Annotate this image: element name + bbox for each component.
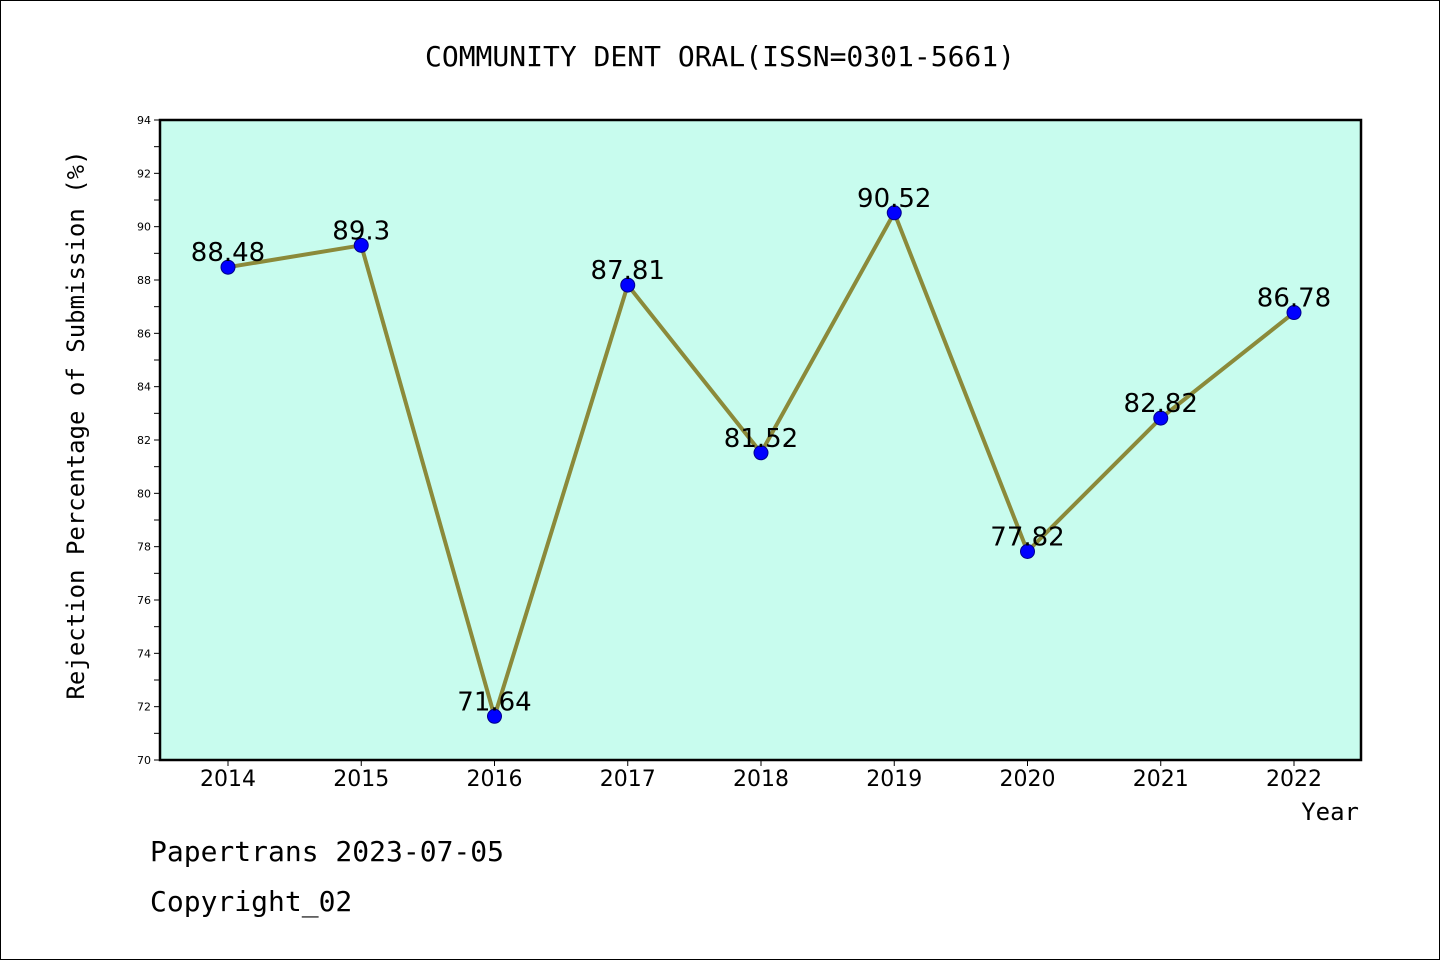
y-tick-label: 78 [137,541,151,554]
x-tick-label: 2019 [866,767,922,792]
data-label-2019: 90.52 [857,184,931,214]
data-labels: 88.48 89.3 71.64 87.81 81.52 90.52 77.82 82.82 8… [191,184,1331,717]
y-tick-label: 86 [137,327,151,340]
data-point-2021 [1153,410,1169,426]
data-label-2015: 89.3 [332,216,390,246]
data-point-2015 [353,237,369,253]
y-tick-label: 92 [137,167,151,180]
data-label-2022: 86.78 [1257,284,1331,314]
x-tick-label: 2022 [1266,767,1322,792]
x-axis: 2014 2015 2016 2017 2018 2019 2020 2021 2022 [200,760,1322,792]
y-tick-label: 70 [137,754,151,767]
data-point-2014 [220,259,236,275]
series-line [220,205,1302,724]
data-point-2016 [487,708,502,724]
y-tick-label: 94 [137,114,151,127]
x-axis-label: Year [1301,798,1359,826]
data-label-2016: 71.64 [457,687,531,717]
x-tick-label: 2021 [1133,767,1189,792]
data-point-2022 [1286,305,1302,321]
y-tick-label: 90 [137,221,151,234]
footer-copyright: Copyright_02 [150,885,353,918]
data-point-2020 [1020,543,1035,559]
data-point-2018 [753,445,769,461]
x-tick-label: 2015 [333,767,389,792]
footer-papertrans: Papertrans 2023-07-05 [150,835,505,868]
y-tick-label: 74 [137,647,151,660]
y-tick-label: 88 [137,274,151,287]
data-label-2021: 82.82 [1124,389,1198,419]
x-tick-label: 2020 [1000,767,1056,792]
data-label-2020: 77.82 [990,522,1064,552]
x-tick-label: 2017 [600,767,656,792]
data-label-2014: 88.48 [191,238,265,268]
chart-title: COMMUNITY DENT ORAL(ISSN=0301-5661) [425,40,1015,73]
data-label-2017: 87.81 [591,256,665,286]
y-tick-label: 82 [137,434,151,447]
data-label-2018: 81.52 [724,424,798,454]
y-tick-label: 84 [137,381,151,394]
data-point-2017 [620,277,636,293]
y-axis: 70 72 74 76 78 80 82 84 86 88 90 92 94 [137,114,160,767]
data-point-2019 [886,205,902,221]
x-tick-label: 2014 [200,767,256,792]
x-tick-label: 2018 [733,767,789,792]
plot-area [158,118,1363,762]
y-tick-label: 72 [137,701,151,714]
y-tick-label: 80 [137,487,151,500]
x-tick-label: 2016 [467,767,523,792]
y-axis-label: Rejection Percentage of Submission (%) [62,150,90,699]
y-tick-label: 76 [137,594,151,607]
